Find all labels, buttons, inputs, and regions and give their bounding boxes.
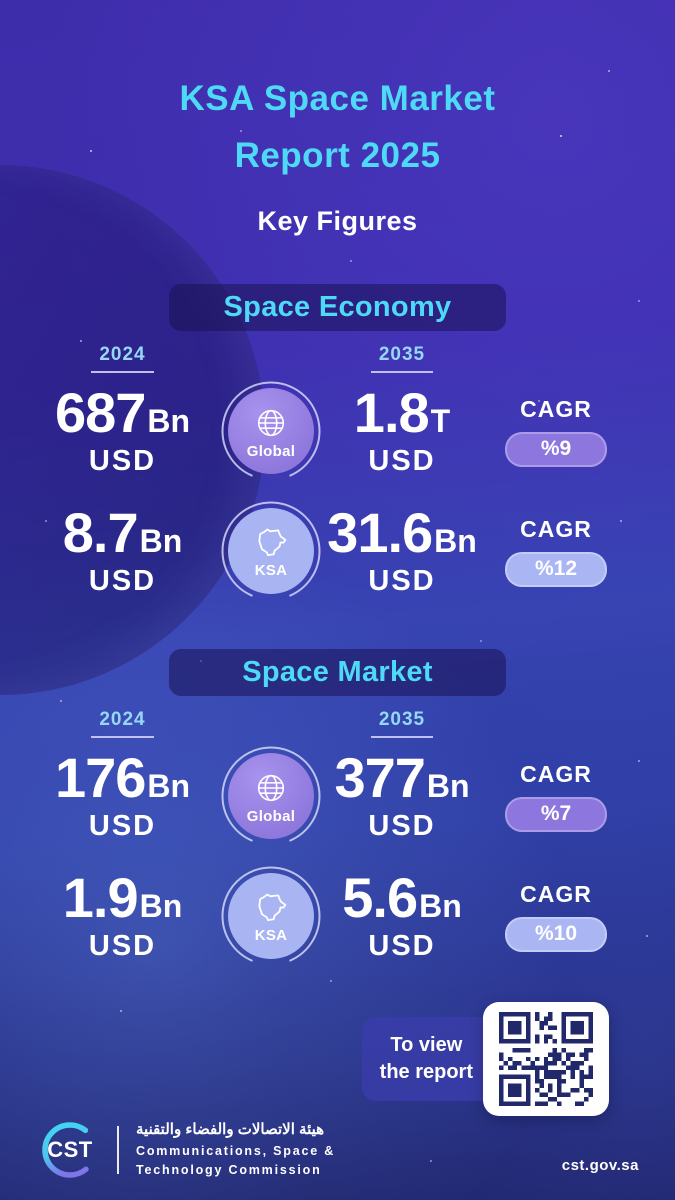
ksa-map-icon <box>251 888 291 926</box>
qr-caption-line2: the report <box>379 1061 473 1083</box>
badge-ring-arc <box>221 381 321 481</box>
page-title: KSA Space Market Report 2025 <box>0 70 675 184</box>
cagr-label: CAGR <box>520 880 592 907</box>
figure-2024: 1.9 Bn USD <box>30 865 215 963</box>
years-row: 2024 2035 <box>0 344 675 373</box>
year-label-left: 2024 <box>91 344 154 373</box>
ksa-badge: KSA <box>221 866 321 966</box>
cagr-block: CAGR %9 <box>477 396 635 467</box>
org-name-arabic: هيئة الاتصالات والفضاء والتقنية <box>136 1121 325 1139</box>
section-title: Space Economy <box>223 291 452 323</box>
figure-2035: 31.6 Bn USD <box>327 500 477 598</box>
cst-logo-icon: CST <box>38 1118 102 1182</box>
row-space-market-ksa: 1.9 Bn USD KSA <box>0 864 675 968</box>
section-title: Space Market <box>242 656 433 688</box>
ksa-badge: KSA <box>221 501 321 601</box>
badge-label: KSA <box>254 927 288 944</box>
figure-currency: USD <box>88 444 157 477</box>
figure-2024: 176 Bn USD <box>30 745 215 843</box>
cagr-label: CAGR <box>520 395 592 422</box>
figure-currency: USD <box>368 809 436 842</box>
badge-ring-arc <box>221 501 321 601</box>
figure-unit: Bn <box>147 402 191 439</box>
badge-ring-arc <box>221 866 321 966</box>
figure-unit: Bn <box>147 767 191 804</box>
global-badge: Global <box>221 381 321 481</box>
globe-icon <box>252 767 290 807</box>
section-space-market: Space Market 2024 2035 176 Bn USD <box>0 649 675 968</box>
logo-divider <box>117 1126 119 1174</box>
figure-unit: T <box>430 402 451 439</box>
year-label-left: 2024 <box>91 709 154 738</box>
ksa-map-icon <box>251 523 291 561</box>
figure-unit: Bn <box>434 522 477 559</box>
footer: CST هيئة الاتصالات والفضاء والتقنية Comm… <box>38 1118 639 1182</box>
section-space-economy: Space Economy 2024 2035 687 Bn USD <box>0 284 675 603</box>
figure-unit: Bn <box>139 522 183 559</box>
org-name-english-line2: Technology Commission <box>136 1163 322 1177</box>
figure-value: 31.6 <box>327 500 433 564</box>
cagr-value-pill: %7 <box>505 796 607 832</box>
figure-unit: Bn <box>426 767 470 804</box>
figure-currency: USD <box>88 564 157 597</box>
global-badge: Global <box>221 746 321 846</box>
figure-value: 8.7 <box>62 500 139 564</box>
figure-value: 1.8 <box>353 380 430 444</box>
figure-2024: 687 Bn USD <box>30 380 215 478</box>
figure-value: 1.9 <box>62 865 139 929</box>
qr-caption-line1: To view <box>390 1034 463 1056</box>
badge-label: Global <box>246 443 296 460</box>
cagr-value-pill: %10 <box>505 916 607 952</box>
cagr-label: CAGR <box>520 760 592 787</box>
section-title-pill: Space Market <box>169 649 506 696</box>
figure-value: 5.6 <box>342 865 418 929</box>
badge-label: KSA <box>254 562 288 579</box>
cst-logo-text: CST <box>47 1137 93 1162</box>
qr-caption: To view the report <box>361 1017 499 1101</box>
figure-2035: 5.6 Bn USD <box>327 865 477 963</box>
figure-currency: USD <box>88 929 157 962</box>
badge-label: Global <box>246 808 296 825</box>
year-label-right: 2035 <box>370 344 434 373</box>
years-row: 2024 2035 <box>0 709 675 738</box>
figure-2035: 377 Bn USD <box>327 745 477 843</box>
cagr-label: CAGR <box>520 515 592 542</box>
row-space-economy-ksa: 8.7 Bn USD KSA <box>0 499 675 603</box>
badge-ring-arc <box>221 746 321 846</box>
figure-2024: 8.7 Bn USD <box>30 500 215 598</box>
cagr-block: CAGR %12 <box>477 516 635 587</box>
qr-block: To view the report <box>361 1002 609 1116</box>
row-space-market-global: 176 Bn USD Global <box>0 744 675 848</box>
page-title-line2: Report 2025 <box>234 136 441 175</box>
figure-unit: Bn <box>419 887 462 924</box>
row-space-economy-global: 687 Bn USD Global <box>0 379 675 483</box>
figure-currency: USD <box>368 444 436 477</box>
figure-currency: USD <box>88 809 157 842</box>
org-name-english: Communications, Space & Technology Commi… <box>136 1142 335 1180</box>
figure-value: 377 <box>334 745 425 809</box>
figure-value: 176 <box>54 745 146 809</box>
section-title-pill: Space Economy <box>169 284 506 331</box>
qr-code <box>483 1002 609 1116</box>
cagr-value-pill: %12 <box>505 551 607 587</box>
page-subtitle: Key Figures <box>257 206 418 236</box>
stars-decoration <box>90 150 92 152</box>
figure-currency: USD <box>368 564 436 597</box>
cagr-block: CAGR %7 <box>477 761 635 832</box>
figure-2035: 1.8 T USD <box>327 380 477 478</box>
globe-icon <box>252 402 290 442</box>
figure-currency: USD <box>368 929 436 962</box>
year-label-right: 2035 <box>370 709 434 738</box>
figure-unit: Bn <box>139 887 183 924</box>
website-url: cst.gov.sa <box>561 1157 639 1174</box>
cst-logo: CST هيئة الاتصالات والفضاء والتقنية Comm… <box>38 1118 335 1182</box>
cagr-block: CAGR %10 <box>477 881 635 952</box>
cagr-value-pill: %9 <box>505 431 607 467</box>
page-title-line1: KSA Space Market <box>179 79 496 118</box>
org-name-english-line1: Communications, Space & <box>136 1144 336 1159</box>
figure-value: 687 <box>54 380 146 444</box>
